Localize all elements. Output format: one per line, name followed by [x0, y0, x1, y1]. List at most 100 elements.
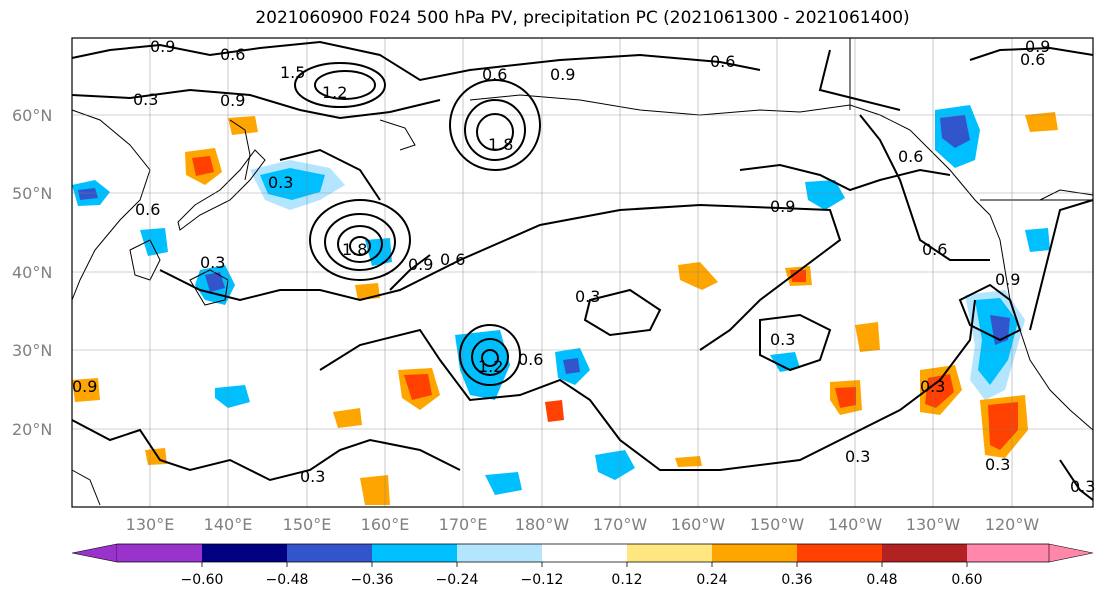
precip-blob-negative	[140, 228, 168, 256]
pv-contours	[71, 40, 1094, 501]
precip-blob-positive	[333, 408, 362, 428]
contour-label: 0.6	[440, 250, 465, 269]
precip-blob-positive	[145, 448, 167, 465]
colorbar-ticks	[201, 562, 968, 567]
precip-anomaly-layer	[72, 105, 1058, 505]
colorbar-segment	[967, 544, 1049, 562]
contour-label: 0.3	[1070, 477, 1095, 496]
precip-blob-positive	[830, 380, 862, 415]
colorbar-segment	[202, 544, 287, 562]
precip-blob-negative	[555, 348, 590, 385]
precip-blob-positive	[545, 400, 564, 422]
latitude-labels: 60°N 50°N 40°N 30°N 20°N	[12, 106, 52, 439]
precip-blob-negative	[195, 265, 235, 305]
longitude-labels: 130°E 140°E 150°E 160°E 170°E 180°W 170°…	[126, 515, 1040, 534]
precip-blob-positive	[785, 266, 812, 286]
colorbar-segment	[372, 544, 457, 562]
map-frame	[71, 37, 1094, 508]
contour-label: 0.9	[1025, 37, 1050, 56]
precip-blob-negative	[455, 330, 510, 400]
contour-label: 0.6	[898, 147, 923, 166]
precip-blob-positive	[398, 368, 440, 410]
contour-label: 0.3	[200, 253, 225, 272]
precip-blob-positive	[72, 378, 100, 402]
colorbar-segment	[712, 544, 797, 562]
colorbar-tick-label: −0.36	[351, 572, 394, 588]
precip-blob-positive	[228, 116, 258, 135]
contour-label: 0.3	[920, 377, 945, 396]
colorbar-segment	[71, 543, 118, 563]
lon-label: 160°W	[671, 515, 726, 534]
lon-label: 140°W	[828, 515, 883, 534]
lat-label: 60°N	[12, 106, 52, 125]
lon-label: 120°W	[985, 515, 1040, 534]
colorbar-segment	[627, 544, 712, 562]
precip-blob-positive	[855, 322, 880, 352]
precip-blob-positive	[980, 395, 1028, 458]
colorbar-tick-label: −0.48	[266, 572, 309, 588]
contour-label: 0.9	[72, 377, 97, 396]
contour-label: 0.9	[770, 197, 795, 216]
contour-label: 1.8	[488, 135, 513, 154]
contour-label: 0.3	[845, 447, 870, 466]
contour-label: 1.8	[342, 240, 367, 259]
contour-label: 1.2	[322, 83, 347, 102]
lon-label: 170°E	[439, 515, 488, 534]
grid-lines	[72, 38, 1093, 507]
lon-label: 160°E	[361, 515, 410, 534]
colorbar-tick-label: −0.24	[436, 572, 479, 588]
contour-label: 0.9	[220, 91, 245, 110]
lon-label: 150°E	[283, 515, 332, 534]
contour-label: 1.2	[478, 357, 503, 376]
colorbar-segment	[287, 544, 372, 562]
contour-label: 0.9	[150, 37, 175, 56]
contour-label: 0.6	[1020, 50, 1045, 69]
precip-blob-positive	[185, 148, 222, 185]
precip-blob-negative	[595, 450, 635, 480]
precip-blob-negative	[770, 352, 800, 372]
precip-blob-negative	[805, 180, 845, 210]
contour-label: 0.3	[300, 467, 325, 486]
lon-label: 170°W	[593, 515, 648, 534]
contour-label: 0.6	[220, 45, 245, 64]
map-title: 2021060900 F024 500 hPa PV, precipitatio…	[255, 8, 910, 28]
colorbar-tick-label: 0.48	[866, 572, 897, 588]
precip-blob-positive	[1025, 112, 1058, 132]
contour-label: 0.3	[770, 330, 795, 349]
precip-blob-negative	[215, 385, 250, 408]
precip-blob-negative	[965, 290, 1025, 400]
precip-blob-positive	[675, 456, 702, 467]
contour-label: 0.3	[575, 287, 600, 306]
precip-blob-positive	[920, 365, 962, 415]
contour-label: 0.6	[710, 52, 735, 71]
colorbar-tick-label: −0.60	[181, 572, 224, 588]
colorbar-segment	[457, 544, 542, 562]
lat-label: 30°N	[12, 341, 52, 360]
contour-label: 0.6	[482, 65, 507, 84]
colorbar-segment	[1048, 543, 1094, 563]
contour-label: 0.6	[922, 240, 947, 259]
contour-label: 0.9	[995, 270, 1020, 289]
colorbar-tick-label: 0.12	[611, 572, 642, 588]
precip-blob-negative	[250, 160, 345, 210]
contour-label: 0.9	[550, 65, 575, 84]
colorbar-segment	[882, 544, 967, 562]
colorbar-segment	[797, 544, 882, 562]
lon-label: 130°E	[126, 515, 175, 534]
precip-blob-positive	[360, 475, 390, 505]
contour-labels: 0.9 0.6 1.5 0.3 1.2 0.9 0.9 0.6 1.8 0.3 …	[72, 37, 1095, 496]
colorbar-tick-label: −0.12	[521, 572, 564, 588]
colorbar-segment	[117, 544, 202, 562]
lat-label: 50°N	[12, 184, 52, 203]
lon-label: 150°W	[750, 515, 805, 534]
lat-label: 40°N	[12, 263, 52, 282]
colorbar: −0.60 −0.48 −0.36 −0.24 −0.12 0.12 0.24 …	[71, 543, 1094, 588]
contour-label: 0.6	[135, 200, 160, 219]
contour-label: 1.5	[280, 63, 305, 82]
precip-blob-negative	[935, 105, 980, 168]
lon-label: 140°E	[204, 515, 253, 534]
lat-label: 20°N	[12, 420, 52, 439]
lon-label: 180°W	[515, 515, 570, 534]
contour-label: 0.3	[133, 90, 158, 109]
